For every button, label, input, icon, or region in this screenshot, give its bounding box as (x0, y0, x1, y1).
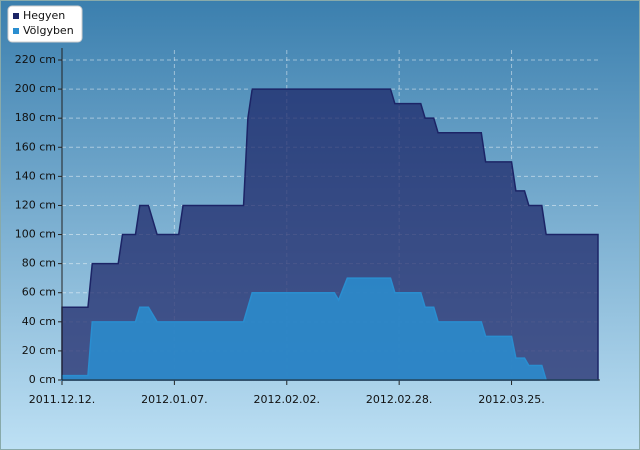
y-tick-label: 180 cm (15, 111, 56, 124)
y-tick-label: 80 cm (22, 257, 56, 270)
y-tick-label: 120 cm (15, 198, 56, 211)
y-tick-label: 60 cm (22, 286, 56, 299)
y-tick-label: 200 cm (15, 82, 56, 95)
legend-box (7, 5, 83, 43)
legend-label: Hegyen (23, 9, 65, 22)
area (61, 277, 598, 381)
y-tick-label: 100 cm (15, 228, 56, 241)
area (61, 88, 599, 381)
legend-label: Völgyben (23, 24, 74, 37)
x-tick-label: 2012.02.02. (254, 393, 320, 406)
y-tick-label: 160 cm (15, 140, 56, 153)
x-tick-label: 2011.12.12. (29, 393, 95, 406)
y-tick-label: 140 cm (15, 169, 56, 182)
legend: Hegyen Völgyben (7, 5, 83, 43)
y-tick-label: 20 cm (22, 344, 56, 357)
y-tick-label: 40 cm (22, 315, 56, 328)
x-tick-label: 2012.01.07. (141, 393, 207, 406)
x-tick-label: 2012.03.25. (478, 393, 544, 406)
legend-marker (13, 13, 19, 19)
y-tick-label: 0 cm (29, 373, 56, 386)
x-tick-label: 2012.02.28. (366, 393, 432, 406)
y-tick-label: 220 cm (15, 53, 56, 66)
legend-marker (13, 28, 19, 34)
